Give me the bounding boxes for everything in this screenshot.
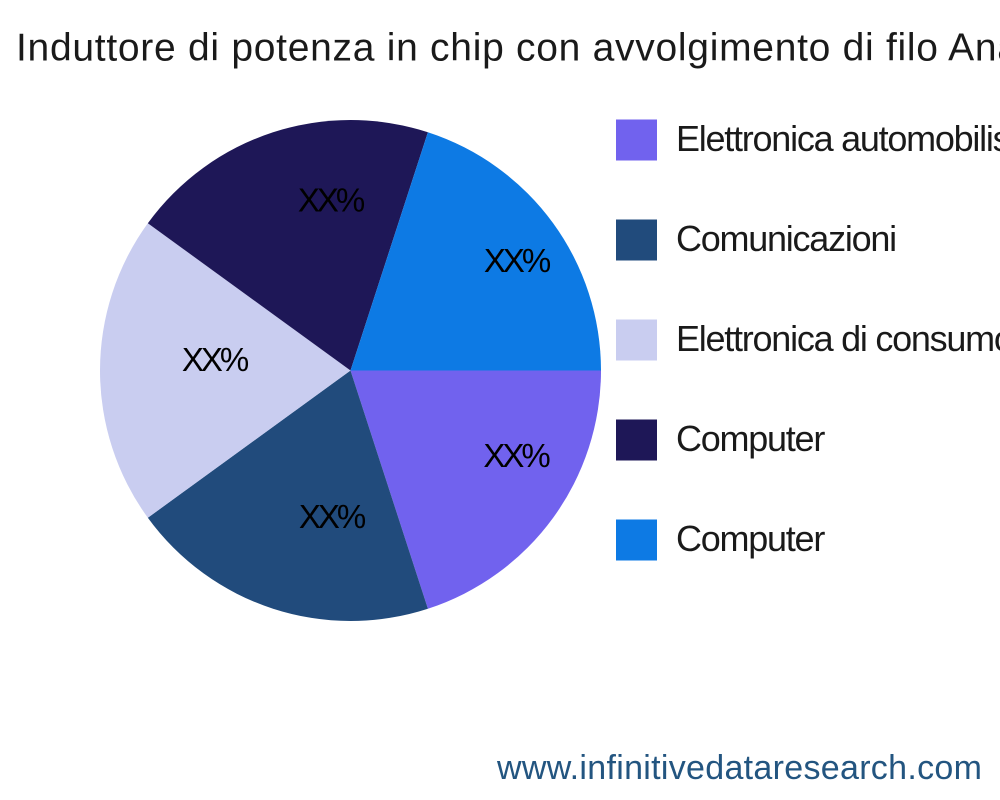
svg-text:XX%: XX% bbox=[484, 242, 551, 279]
svg-text:Elettronica automobilistica: Elettronica automobilistica bbox=[676, 118, 1000, 159]
svg-text:XX%: XX% bbox=[483, 437, 550, 474]
svg-text:XX%: XX% bbox=[298, 181, 365, 218]
svg-text:XX%: XX% bbox=[299, 498, 366, 535]
svg-text:Computer: Computer bbox=[676, 518, 825, 559]
svg-text:www.infinitivedataresearch.com: www.infinitivedataresearch.com bbox=[496, 749, 982, 787]
svg-text:Induttore di potenza in chip c: Induttore di potenza in chip con avvolgi… bbox=[16, 27, 1000, 70]
svg-text:Elettronica di consumo: Elettronica di consumo bbox=[676, 318, 1000, 359]
svg-text:Computer: Computer bbox=[676, 418, 825, 459]
svg-text:Comunicazioni: Comunicazioni bbox=[676, 218, 896, 259]
svg-text:XX%: XX% bbox=[182, 341, 249, 378]
